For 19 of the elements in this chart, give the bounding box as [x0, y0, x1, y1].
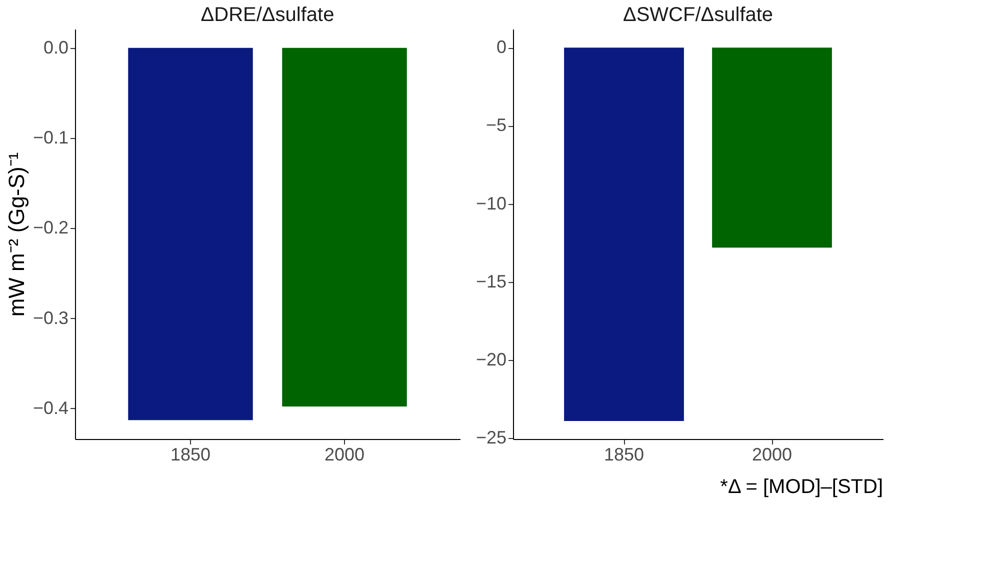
- y-tick-label: −0.1: [32, 128, 68, 148]
- y-tick-label: −15: [476, 271, 506, 292]
- y-tick-label: −20: [476, 350, 506, 370]
- y-tick-label: −25: [476, 428, 506, 448]
- x-tick-label: 2000: [752, 444, 792, 464]
- x-tick-label: 1850: [604, 444, 644, 464]
- text: *Δ = [MOD]–[STD]: [720, 476, 883, 498]
- y-tick-label: −10: [476, 193, 506, 214]
- y-tick-label: −5: [486, 115, 506, 136]
- x-tick-label: 1850: [170, 444, 211, 464]
- chart-title: ΔSWCF/Δsulfate: [622, 4, 774, 26]
- y-tick-label: 0: [496, 37, 506, 58]
- y-tick-label: 0.0: [43, 37, 68, 58]
- y-axis-title: mW m⁻² (Gg-S)⁻¹: [4, 152, 29, 317]
- chart-title: ΔDRE/Δsulfate: [200, 4, 334, 26]
- x-tick-label: 2000: [324, 444, 365, 464]
- y-tick-label: −0.3: [32, 308, 68, 328]
- y-tick-label: −0.4: [32, 398, 68, 418]
- y-tick-label: −0.2: [32, 218, 68, 238]
